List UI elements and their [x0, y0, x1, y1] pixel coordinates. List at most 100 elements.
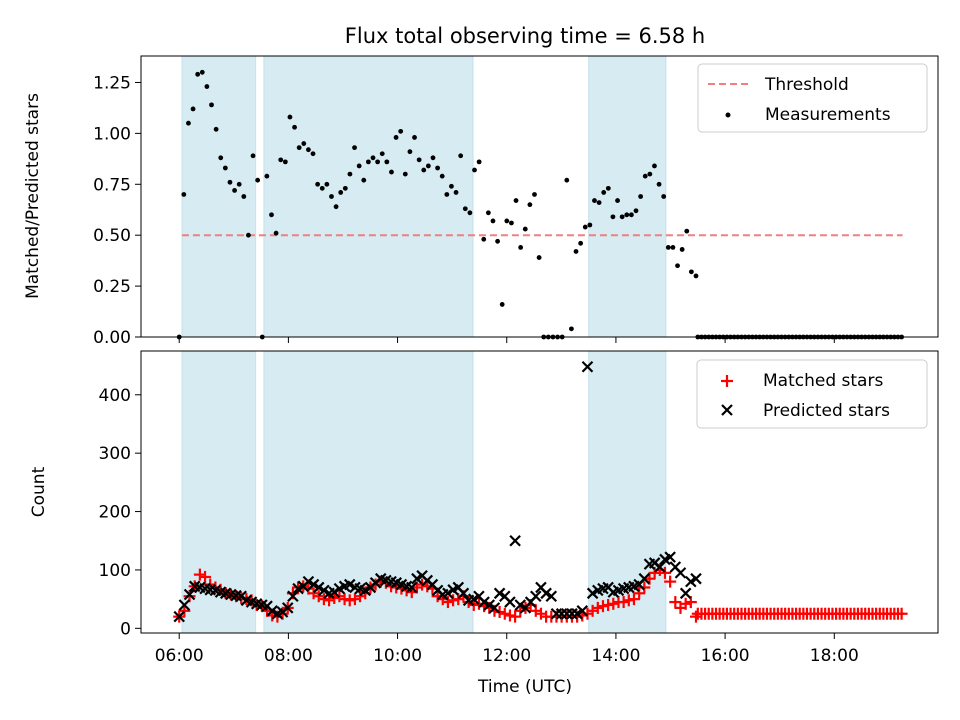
measurement-point — [665, 245, 671, 250]
legend-matched-marker — [721, 375, 733, 387]
predicted-point — [664, 551, 676, 563]
matched-point — [498, 607, 511, 620]
predicted-point — [530, 590, 542, 602]
matched-point — [617, 596, 630, 609]
measurement-point — [416, 157, 422, 163]
measurement-point — [393, 135, 399, 140]
matched-point — [596, 600, 609, 613]
matched-point — [602, 598, 615, 611]
measurement-point — [370, 155, 376, 161]
measurement-point — [181, 192, 187, 197]
measurement-point — [190, 106, 196, 112]
matched-point — [441, 596, 454, 609]
measurement-point — [347, 171, 353, 177]
matched-point — [178, 604, 191, 617]
measurement-point — [495, 238, 500, 244]
measurement-point — [379, 151, 385, 157]
predicted-point — [674, 567, 687, 579]
y-tick-label: 1.00 — [93, 124, 131, 144]
measurement-point — [592, 198, 597, 203]
measurement-point — [485, 210, 491, 216]
bottom-legend-box — [696, 359, 928, 429]
measurement-point — [490, 218, 496, 224]
measurement-point — [582, 224, 588, 230]
legend-predicted-marker — [721, 404, 733, 416]
measurement-point — [675, 263, 680, 269]
measurement-point — [204, 84, 210, 89]
matched-point — [591, 601, 604, 614]
measurement-point — [499, 302, 505, 307]
x-tick-label: 18:00 — [810, 646, 859, 666]
measurement-point — [522, 226, 528, 232]
measurement-point — [513, 198, 519, 203]
matched-point — [503, 609, 516, 622]
measurement-point — [287, 114, 293, 120]
bottom-x-axis: 06:00 08:00 10:00 12:00 14:00 16:00 18:00 — [155, 633, 859, 666]
measurement-point — [329, 194, 334, 199]
matched-point — [633, 587, 646, 600]
matched-point — [669, 596, 682, 609]
predicted-point — [173, 610, 185, 623]
measurement-point — [338, 190, 344, 195]
x-tick-label: 14:00 — [591, 646, 640, 666]
legend-threshold-label: Threshold — [764, 75, 849, 95]
measurement-point — [430, 155, 436, 161]
y-tick-label: 1.25 — [93, 73, 131, 93]
legend-matched-label: Matched stars — [763, 371, 883, 391]
measurement-point — [670, 245, 676, 250]
measurement-point — [638, 194, 644, 199]
x-tick-label: 10:00 — [373, 646, 422, 666]
measurement-point — [186, 120, 191, 126]
measurement-point — [596, 200, 602, 206]
measurement-point — [439, 173, 445, 179]
matched-point — [658, 566, 671, 579]
measurement-point — [684, 228, 690, 234]
measurement-point — [389, 169, 394, 175]
measurement-point — [232, 187, 237, 193]
predicted-point — [457, 587, 470, 600]
predicted-point — [183, 588, 196, 601]
measurement-point — [333, 204, 339, 210]
predicted-point — [690, 572, 702, 585]
predicted-point — [654, 561, 666, 573]
matched-point — [509, 610, 522, 623]
measurement-point — [688, 269, 694, 275]
measurement-point — [255, 177, 261, 183]
measurement-point — [227, 179, 233, 185]
matched-point — [664, 575, 677, 588]
measurement-point — [246, 232, 251, 238]
measurement-point — [310, 151, 316, 157]
measurement-point — [384, 159, 390, 165]
measurement-point — [647, 171, 653, 177]
predicted-point — [509, 534, 521, 547]
measurement-point — [462, 206, 468, 212]
matched-point — [895, 607, 908, 620]
measurement-point — [509, 220, 514, 226]
top-y-axis-label: Matched/Predicted stars — [23, 93, 43, 299]
measurement-point — [444, 192, 450, 197]
measurement-point — [573, 249, 579, 254]
measurement-point — [356, 163, 362, 169]
x-tick-label: 08:00 — [264, 646, 313, 666]
measurement-point — [536, 255, 542, 260]
y-tick-label: 0 — [120, 619, 131, 639]
top-panel: 0.00 0.25 0.50 0.75 1.00 1.25 Matched/Predict… — [23, 55, 939, 348]
measurement-point — [315, 181, 321, 187]
y-tick-label: 200 — [99, 503, 131, 523]
predicted-point — [328, 586, 341, 598]
predicted-point — [287, 590, 299, 602]
measurement-point — [250, 153, 256, 159]
measurement-point — [472, 167, 477, 173]
measurement-point — [421, 167, 427, 173]
measurement-point — [624, 212, 630, 218]
bottom-shading — [181, 350, 667, 634]
matched-point — [338, 593, 351, 606]
measurement-point — [209, 102, 214, 108]
measurement-point — [615, 198, 620, 203]
measurement-point — [435, 165, 441, 171]
measurement-point — [476, 159, 482, 165]
y-tick-label: 400 — [99, 386, 131, 406]
matched-point — [622, 594, 635, 607]
measurement-point — [610, 214, 616, 220]
measurement-point — [656, 181, 662, 187]
